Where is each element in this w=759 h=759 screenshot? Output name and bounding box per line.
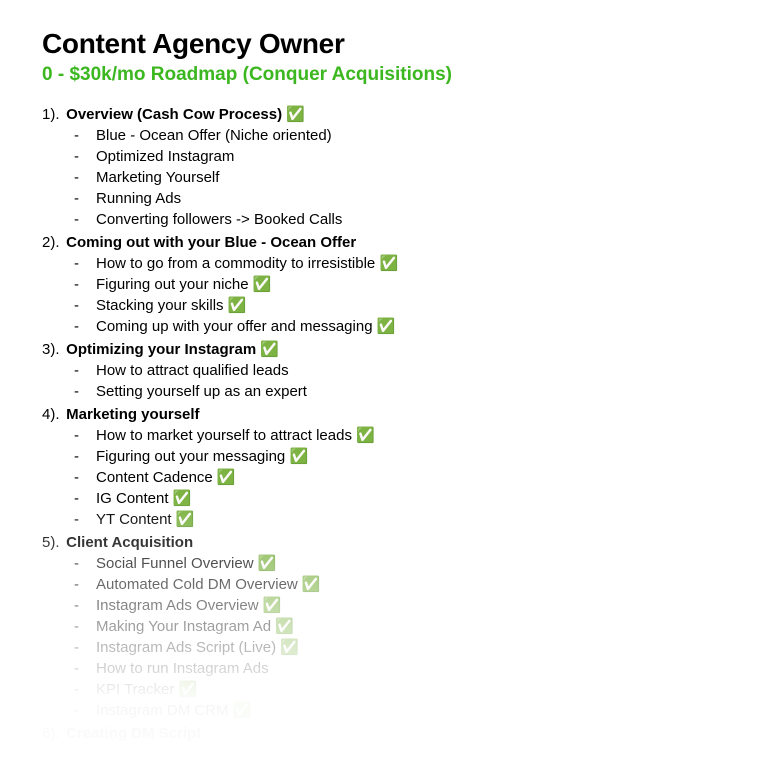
section-label: Overview (Cash Cow Process) bbox=[66, 106, 282, 123]
list-item-text: Instagram DM CRM bbox=[96, 702, 229, 719]
list-item-text: Coming up with your offer and messaging bbox=[96, 318, 373, 335]
page-title: Content Agency Owner bbox=[42, 28, 717, 60]
list-item-text: Setting yourself up as an expert bbox=[96, 383, 307, 400]
section-number: 5). bbox=[42, 532, 62, 553]
outline-section: 1). Overview (Cash Cow Process) ✅Blue - … bbox=[42, 104, 717, 230]
check-icon: ✅ bbox=[302, 576, 321, 593]
section-label: Coming out with your Blue - Ocean Offer bbox=[66, 234, 356, 251]
section-label: Creating DM Script bbox=[66, 725, 201, 742]
check-icon: ✅ bbox=[179, 681, 198, 698]
check-icon: ✅ bbox=[356, 427, 375, 444]
list-item: Figuring out your messaging ✅ bbox=[70, 446, 717, 467]
list-item-text: Social Funnel Overview bbox=[96, 555, 258, 572]
list-item-text: Making Your Instagram Ad bbox=[96, 618, 271, 635]
list-item: Automated Cold DM Overview ✅ bbox=[70, 574, 717, 595]
list-item-text: How to market yourself to attract leads bbox=[96, 427, 352, 444]
list-item: IG Content ✅ bbox=[70, 488, 717, 509]
list-item-text: Figuring out your niche bbox=[96, 276, 249, 293]
list-item-text: How to go from a commodity to irresistib… bbox=[96, 255, 375, 272]
list-item-text: How to attract qualified leads bbox=[96, 362, 289, 379]
list-item: Making Your Instagram Ad ✅ bbox=[70, 616, 717, 637]
page-subtitle: 0 - $30k/mo Roadmap (Conquer Acquisition… bbox=[42, 64, 717, 86]
outline-section: 5). Client AcquisitionSocial Funnel Over… bbox=[42, 532, 717, 721]
check-icon: ✅ bbox=[233, 702, 252, 719]
list-item-text: Marketing Yourself bbox=[96, 169, 219, 186]
check-icon: ✅ bbox=[173, 490, 192, 507]
section-label: Client Acquisition bbox=[66, 534, 193, 551]
list-item: Marketing Yourself bbox=[70, 167, 717, 188]
section-heading: 4). Marketing yourself bbox=[42, 404, 717, 425]
section-number: 1). bbox=[42, 104, 62, 125]
list-item-text: How to run Instagram Ads bbox=[96, 660, 269, 677]
list-item-text: Optimized Instagram bbox=[96, 148, 234, 165]
outline-section: 4). Marketing yourselfHow to market your… bbox=[42, 404, 717, 530]
section-number: 2). bbox=[42, 232, 62, 253]
section-number: 3). bbox=[42, 339, 62, 360]
check-icon: ✅ bbox=[253, 276, 272, 293]
list-item: Social Funnel Overview ✅ bbox=[70, 553, 717, 574]
check-icon: ✅ bbox=[275, 618, 294, 635]
check-icon: ✅ bbox=[217, 469, 236, 486]
section-number: 6). bbox=[42, 723, 62, 744]
section-number: 4). bbox=[42, 404, 62, 425]
check-icon: ✅ bbox=[379, 255, 398, 272]
section-label: Optimizing your Instagram bbox=[66, 341, 256, 358]
list-item: Instagram Ads Script (Live) ✅ bbox=[70, 637, 717, 658]
check-icon: ✅ bbox=[176, 511, 195, 528]
list-item: How to attract qualified leads bbox=[70, 360, 717, 381]
section-item-list: Blue - Ocean Offer (Niche oriented) Optim… bbox=[42, 125, 717, 230]
check-icon: ✅ bbox=[228, 297, 247, 314]
list-item: Instagram Ads Overview ✅ bbox=[70, 595, 717, 616]
section-heading: 1). Overview (Cash Cow Process) ✅ bbox=[42, 104, 717, 125]
list-item-text: Instagram Ads Overview bbox=[96, 597, 259, 614]
section-label: Marketing yourself bbox=[66, 406, 199, 423]
list-item: Blue - Ocean Offer (Niche oriented) bbox=[70, 125, 717, 146]
section-heading: 6). Creating DM Script bbox=[42, 723, 717, 744]
list-item: How to go from a commodity to irresistib… bbox=[70, 253, 717, 274]
list-item-text: YT Content bbox=[96, 511, 172, 528]
outline-section: 3). Optimizing your Instagram ✅How to at… bbox=[42, 339, 717, 402]
list-item: YT Content ✅ bbox=[70, 509, 717, 530]
list-item-text: Automated Cold DM Overview bbox=[96, 576, 298, 593]
list-item: Optimized Instagram bbox=[70, 146, 717, 167]
list-item-text: Figuring out your messaging bbox=[96, 448, 285, 465]
list-item: Setting yourself up as an expert bbox=[70, 381, 717, 402]
section-heading: 3). Optimizing your Instagram ✅ bbox=[42, 339, 717, 360]
section-heading: 5). Client Acquisition bbox=[42, 532, 717, 553]
outline-root: 1). Overview (Cash Cow Process) ✅Blue - … bbox=[42, 104, 717, 744]
check-icon: ✅ bbox=[286, 106, 305, 123]
list-item-text: Running Ads bbox=[96, 190, 181, 207]
list-item-text: Blue - Ocean Offer (Niche oriented) bbox=[96, 127, 332, 144]
check-icon: ✅ bbox=[280, 639, 299, 656]
list-item-text: Instagram Ads Script (Live) bbox=[96, 639, 276, 656]
list-item-text: Converting followers -> Booked Calls bbox=[96, 211, 342, 228]
list-item-text: Content Cadence bbox=[96, 469, 213, 486]
section-item-list: How to go from a commodity to irresistib… bbox=[42, 253, 717, 337]
check-icon: ✅ bbox=[258, 555, 277, 572]
list-item: How to market yourself to attract leads … bbox=[70, 425, 717, 446]
list-item: Converting followers -> Booked Calls bbox=[70, 209, 717, 230]
check-icon: ✅ bbox=[260, 341, 279, 358]
list-item: Instagram DM CRM ✅ bbox=[70, 700, 717, 721]
list-item-text: IG Content bbox=[96, 490, 169, 507]
list-item: KPI Tracker ✅ bbox=[70, 679, 717, 700]
section-item-list: Social Funnel Overview ✅Automated Cold D… bbox=[42, 553, 717, 721]
check-icon: ✅ bbox=[289, 448, 308, 465]
check-icon: ✅ bbox=[263, 597, 282, 614]
list-item: Figuring out your niche ✅ bbox=[70, 274, 717, 295]
list-item: Stacking your skills ✅ bbox=[70, 295, 717, 316]
list-item: Running Ads bbox=[70, 188, 717, 209]
list-item-text: Stacking your skills bbox=[96, 297, 224, 314]
list-item: Coming up with your offer and messaging … bbox=[70, 316, 717, 337]
list-item: How to run Instagram Ads bbox=[70, 658, 717, 679]
section-heading: 2). Coming out with your Blue - Ocean Of… bbox=[42, 232, 717, 253]
outline-section: 2). Coming out with your Blue - Ocean Of… bbox=[42, 232, 717, 337]
section-item-list: How to attract qualified leads Setting yo… bbox=[42, 360, 717, 402]
outline-section: 6). Creating DM Script bbox=[42, 723, 717, 744]
list-item-text: KPI Tracker bbox=[96, 681, 174, 698]
check-icon: ✅ bbox=[377, 318, 396, 335]
section-item-list: How to market yourself to attract leads … bbox=[42, 425, 717, 530]
list-item: Content Cadence ✅ bbox=[70, 467, 717, 488]
